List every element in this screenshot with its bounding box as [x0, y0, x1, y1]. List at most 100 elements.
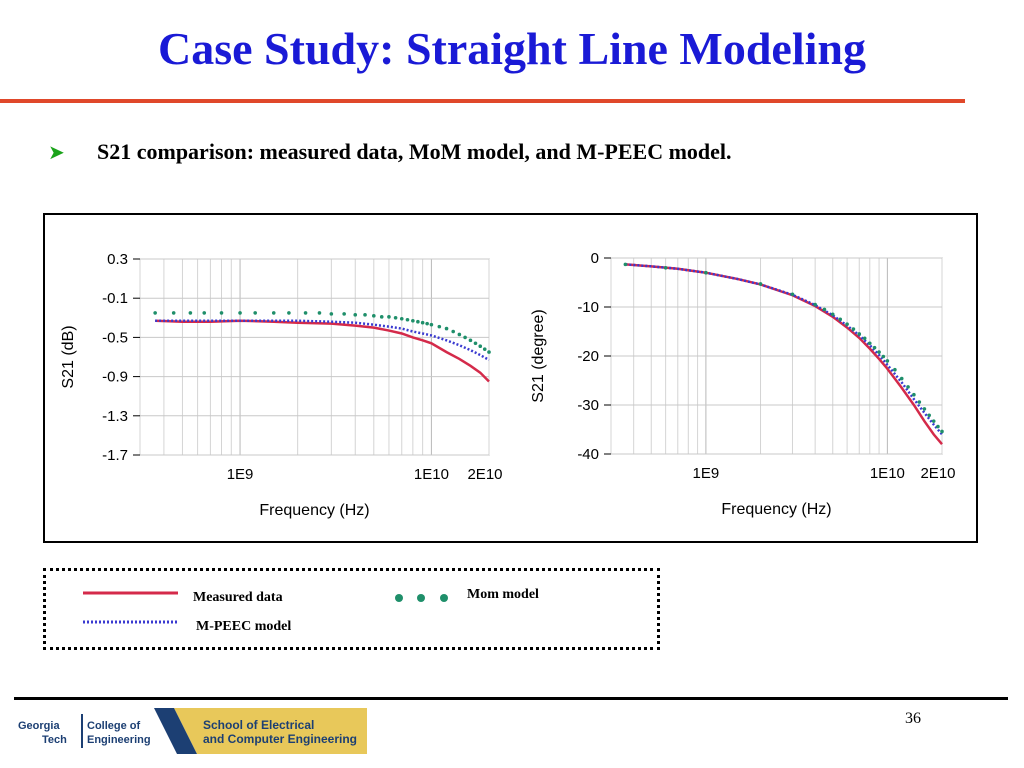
bullet-text: S21 comparison: measured data, MoM model…	[97, 139, 732, 164]
y-tick-label: -1.7	[102, 447, 128, 464]
mom-data-point	[663, 266, 668, 270]
legend-mom-marker	[417, 594, 425, 602]
mom-data-point	[893, 367, 897, 372]
y-tick-label: -20	[577, 348, 599, 365]
slide-title: Case Study: Straight Line Modeling	[158, 23, 866, 74]
mom-data-point	[411, 318, 415, 323]
mom-data-point	[329, 312, 334, 316]
legend-mom-label: Mom model	[467, 587, 539, 602]
mom-data-point	[437, 324, 442, 329]
mom-data-point	[379, 315, 384, 319]
logo-engineering-text: Engineering	[87, 734, 151, 746]
legend-measured-label: Measured data	[193, 590, 283, 605]
mom-data-point	[463, 335, 467, 340]
mom-data-point	[202, 311, 207, 315]
mom-data-point	[936, 424, 940, 429]
logo-school-line2: and Computer Engineering	[203, 732, 357, 746]
x-tick-label: 2E10	[920, 465, 955, 482]
mom-data-point	[857, 332, 862, 336]
mom-data-point	[171, 311, 176, 315]
mom-data-point	[420, 320, 425, 325]
footer-rule	[14, 697, 1008, 700]
y-tick-label: -1.3	[102, 408, 128, 425]
mom-data-point	[219, 311, 224, 315]
page-number: 36	[905, 710, 921, 727]
mom-data-point	[457, 332, 462, 337]
mom-data-point	[790, 292, 795, 297]
mom-data-point	[393, 316, 398, 320]
mom-data-point	[473, 341, 478, 346]
mom-data-point	[867, 341, 872, 346]
mom-data-point	[872, 345, 877, 350]
mom-data-point	[372, 314, 376, 318]
y-tick-label: -0.5	[102, 329, 128, 346]
y-tick-label: -30	[577, 397, 599, 414]
x-tick-label: 1E10	[870, 465, 905, 482]
mom-data-point	[353, 313, 358, 317]
bullet-arrow-icon: ➤	[48, 140, 65, 164]
mom-data-point	[912, 392, 916, 397]
y-tick-label: 0	[591, 250, 599, 267]
mom-data-point	[451, 329, 456, 334]
mom-data-point	[845, 322, 849, 326]
mom-data-point	[813, 302, 817, 307]
mom-data-point	[927, 413, 931, 418]
mom-data-point	[487, 350, 491, 354]
x-tick-label: 1E10	[414, 466, 449, 483]
mom-data-point	[851, 327, 856, 331]
mom-data-point	[478, 344, 483, 349]
mom-data-point	[822, 307, 827, 312]
y-tick-label: -10	[577, 299, 599, 316]
mom-data-point	[342, 312, 346, 316]
x-axis-label: Frequency (Hz)	[259, 502, 369, 519]
mpeec-series-line	[155, 319, 490, 362]
y-tick-label: 0.3	[107, 251, 128, 268]
mom-data-point	[238, 311, 242, 315]
mom-data-point	[862, 336, 867, 341]
mom-data-point	[758, 282, 763, 286]
mom-data-point	[425, 321, 429, 326]
y-axis-label: S21 (dB)	[60, 325, 77, 388]
legend-mom-marker	[440, 594, 448, 602]
mom-data-point	[399, 316, 404, 321]
mom-data-point	[881, 354, 886, 359]
mom-data-point	[877, 350, 881, 354]
chart-frame: 0.3 -0.1 -0.5 -0.9 -1.3 -1.7 1E9 1E10 2E10 Freque…	[43, 213, 978, 543]
mom-data-point	[917, 400, 922, 404]
title-underline	[0, 99, 965, 103]
mom-data-point	[387, 315, 391, 319]
x-tick-label: 1E9	[227, 466, 254, 483]
legend-box: Measured data M-PEEC model Mom model	[43, 568, 660, 650]
legend-mom-marker	[395, 594, 403, 602]
logo-college-text: College of	[87, 720, 141, 732]
mom-data-point	[253, 311, 257, 315]
legend-mpeec-label: M-PEEC model	[196, 619, 292, 634]
mom-data-point	[906, 385, 910, 389]
s21-degree-chart: 0 -10 -20 -30 -40 1E9 1E10 2E10 Frequency (Hz) S2…	[530, 250, 956, 518]
mom-data-point	[287, 311, 291, 315]
mom-data-point	[468, 338, 473, 343]
mom-data-point	[444, 326, 449, 331]
s21-db-chart: 0.3 -0.1 -0.5 -0.9 -1.3 -1.7 1E9 1E10 2E10 Freque…	[60, 251, 503, 519]
mom-data-point	[922, 407, 927, 411]
y-tick-label: -0.1	[102, 290, 128, 307]
mom-data-point	[153, 311, 157, 315]
mom-data-point	[303, 311, 308, 315]
mom-data-point	[416, 319, 420, 324]
mom-data-point	[405, 317, 410, 322]
mom-data-point	[623, 262, 628, 267]
x-tick-label: 1E9	[693, 465, 720, 482]
mom-data-point	[429, 322, 434, 327]
logo-school-line1: School of Electrical	[203, 718, 314, 732]
mom-data-point	[317, 311, 322, 315]
x-tick-label: 2E10	[467, 466, 502, 483]
y-tick-label: -40	[577, 446, 599, 463]
mom-data-point	[363, 313, 367, 317]
legend-swatches	[83, 591, 448, 624]
georgia-tech-logo: Georgia Tech College of Engineering Scho…	[14, 708, 367, 754]
y-axis-label: S21 (degree)	[530, 309, 547, 402]
mom-data-point	[271, 311, 276, 315]
logo-georgia-text: Georgia	[18, 720, 60, 732]
mom-data-point	[482, 347, 487, 351]
logo-tech-text: Tech	[42, 734, 67, 746]
